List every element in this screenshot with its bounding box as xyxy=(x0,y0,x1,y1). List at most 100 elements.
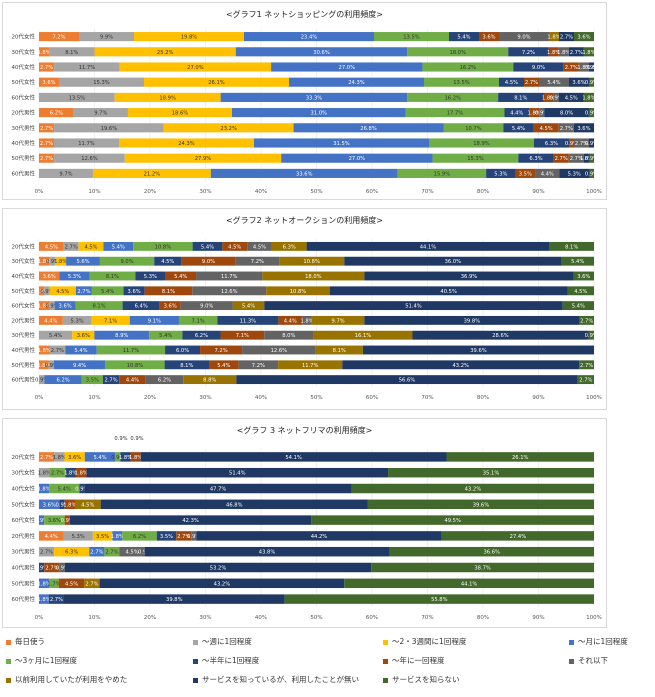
data-label: 15.9% xyxy=(434,171,451,177)
bar-segment xyxy=(446,452,594,462)
data-label: 18.0% xyxy=(450,50,467,56)
data-label: 10.7% xyxy=(465,126,482,132)
data-label: 23.2% xyxy=(220,126,237,132)
category-label: 60代女性 xyxy=(12,93,36,101)
data-label: 2.7% xyxy=(565,65,578,71)
data-label: 7.2% xyxy=(252,363,265,369)
bar-segment xyxy=(569,77,589,87)
x-tick-label: 60% xyxy=(366,189,378,195)
bar-segment xyxy=(49,578,59,589)
x-tick-label: 30% xyxy=(199,615,211,621)
data-label: 2.7% xyxy=(40,65,53,71)
x-tick-label: 40% xyxy=(255,395,267,401)
legend-item: 以前利用していたが利用をやめた xyxy=(6,674,127,685)
data-label: 2.7% xyxy=(65,244,78,250)
bar-segment xyxy=(583,153,589,163)
category-label: 40代男性 xyxy=(12,564,36,572)
data-label: 3.6% xyxy=(42,80,55,86)
bar-segment xyxy=(441,531,594,541)
category-label: 40代男性 xyxy=(12,346,36,354)
bar-segment xyxy=(54,546,90,557)
bar-segment xyxy=(271,241,307,251)
category-label: 50代女性 xyxy=(12,500,36,508)
bar-segment xyxy=(39,499,60,510)
bar-segment xyxy=(183,375,237,385)
bar-segment xyxy=(144,77,289,87)
data-label: 46.8% xyxy=(226,502,243,508)
bar-segment xyxy=(588,330,594,340)
bar-segment xyxy=(59,271,90,281)
bar-segment xyxy=(573,123,594,133)
data-label: 18.6% xyxy=(172,111,189,117)
bar-segment xyxy=(579,360,594,370)
bar-segment xyxy=(75,467,87,478)
bar-segment xyxy=(236,375,578,385)
data-label: 39.6% xyxy=(473,502,490,508)
data-label: 2.7% xyxy=(40,156,53,162)
data-label: 1.8% xyxy=(37,50,50,56)
x-tick-label: 100% xyxy=(586,395,602,401)
bar-segment xyxy=(89,546,105,557)
data-label: 2.7% xyxy=(579,378,592,384)
bar-segment xyxy=(81,375,103,385)
category-label: 30代男性 xyxy=(12,124,36,132)
data-label: 17.7% xyxy=(447,111,464,117)
bar-segment xyxy=(130,452,141,462)
data-label: 2.7% xyxy=(580,318,593,324)
bar-segment xyxy=(39,594,49,604)
data-label: 1.8% xyxy=(582,95,595,101)
data-label: 55.8% xyxy=(431,597,448,603)
bar-segment xyxy=(244,32,374,42)
bar-segment xyxy=(242,345,316,355)
annotation-label: 0.9% xyxy=(114,436,127,442)
category-label: 50代女性 xyxy=(12,287,36,295)
bar-segment xyxy=(262,271,365,281)
category-label: 60代男性 xyxy=(12,376,36,384)
category-label: 20代男性 xyxy=(12,532,36,540)
data-label: 5.6% xyxy=(76,259,89,265)
x-tick-label: 100% xyxy=(586,615,602,621)
data-label: 8.1% xyxy=(65,50,78,56)
bar-segment xyxy=(499,77,524,87)
x-tick-label: 60% xyxy=(366,395,378,401)
bar-segment xyxy=(568,153,584,163)
bar-segment xyxy=(119,546,145,557)
legend-swatch xyxy=(6,639,11,645)
data-label: 2.7% xyxy=(90,550,103,556)
bar-segment xyxy=(429,138,534,148)
data-label: 0.9% xyxy=(35,378,48,384)
bar-segment xyxy=(235,47,408,57)
bar-segment xyxy=(567,286,594,296)
data-label: 4.5% xyxy=(84,244,97,250)
bar-segment xyxy=(91,315,130,325)
data-label: 5.4% xyxy=(101,289,114,295)
bar-segment xyxy=(133,241,193,251)
bar-segment xyxy=(165,271,197,281)
data-label: 5.4% xyxy=(457,35,470,41)
x-tick-label: 10% xyxy=(88,615,100,621)
bar-segment xyxy=(232,108,406,118)
data-label: 4.4% xyxy=(510,111,523,117)
bar-segment xyxy=(371,562,594,573)
bar-segment xyxy=(574,138,589,148)
data-label: 43.2% xyxy=(214,581,231,587)
bar-segment xyxy=(588,168,594,178)
data-label: 1.8% xyxy=(587,65,600,71)
bar-segment xyxy=(94,47,236,57)
bar-segment xyxy=(508,47,549,57)
legend-swatch xyxy=(6,677,11,683)
bar-segment xyxy=(412,330,589,340)
bar-segment xyxy=(529,108,540,118)
data-label: 7.1% xyxy=(104,318,117,324)
bar-segment xyxy=(59,499,65,510)
bar-segment xyxy=(178,315,218,325)
data-label: 8.8% xyxy=(203,378,216,384)
data-label: 6.2% xyxy=(133,534,146,540)
data-label: 27.0% xyxy=(187,65,204,71)
bar-segment xyxy=(119,375,146,385)
bar-segment xyxy=(281,153,433,163)
bar-segment xyxy=(238,360,279,370)
bar-segment xyxy=(589,77,594,87)
data-label: 4.4% xyxy=(45,534,58,540)
category-label: 40代男性 xyxy=(12,139,36,147)
